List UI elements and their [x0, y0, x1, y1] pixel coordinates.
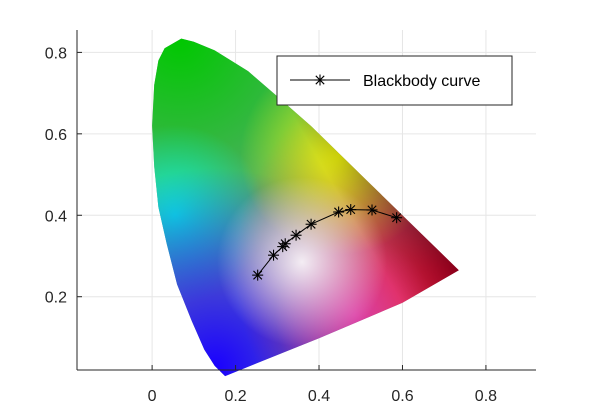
legend-label: Blackbody curve — [363, 73, 480, 90]
legend-asterisk-icon — [315, 75, 326, 86]
blackbody-point — [252, 270, 263, 281]
y-tick-label: 0.2 — [45, 290, 67, 307]
blackbody-point — [391, 212, 402, 223]
y-ticks: 0.2 0.4 0.6 0.8 — [45, 45, 82, 306]
x-ticks: 0 0.2 0.4 0.6 0.8 — [148, 365, 497, 405]
x-tick-label: 0.6 — [391, 388, 413, 405]
y-tick-label: 0.8 — [45, 45, 67, 62]
y-tick-label: 0.4 — [45, 208, 67, 225]
x-tick-label: 0.2 — [224, 388, 246, 405]
blackbody-point — [291, 230, 302, 241]
blackbody-point — [333, 207, 344, 218]
legend: Blackbody curve — [277, 56, 512, 105]
x-tick-label: 0.4 — [308, 388, 330, 405]
x-tick-label: 0 — [148, 388, 157, 405]
y-tick-label: 0.6 — [45, 127, 67, 144]
blackbody-point — [280, 238, 291, 249]
x-tick-label: 0.8 — [475, 388, 497, 405]
legend-marker — [315, 75, 326, 86]
blackbody-point — [367, 204, 378, 215]
blackbody-point — [306, 219, 317, 230]
blackbody-point — [345, 204, 356, 215]
blackbody-point — [268, 250, 279, 261]
